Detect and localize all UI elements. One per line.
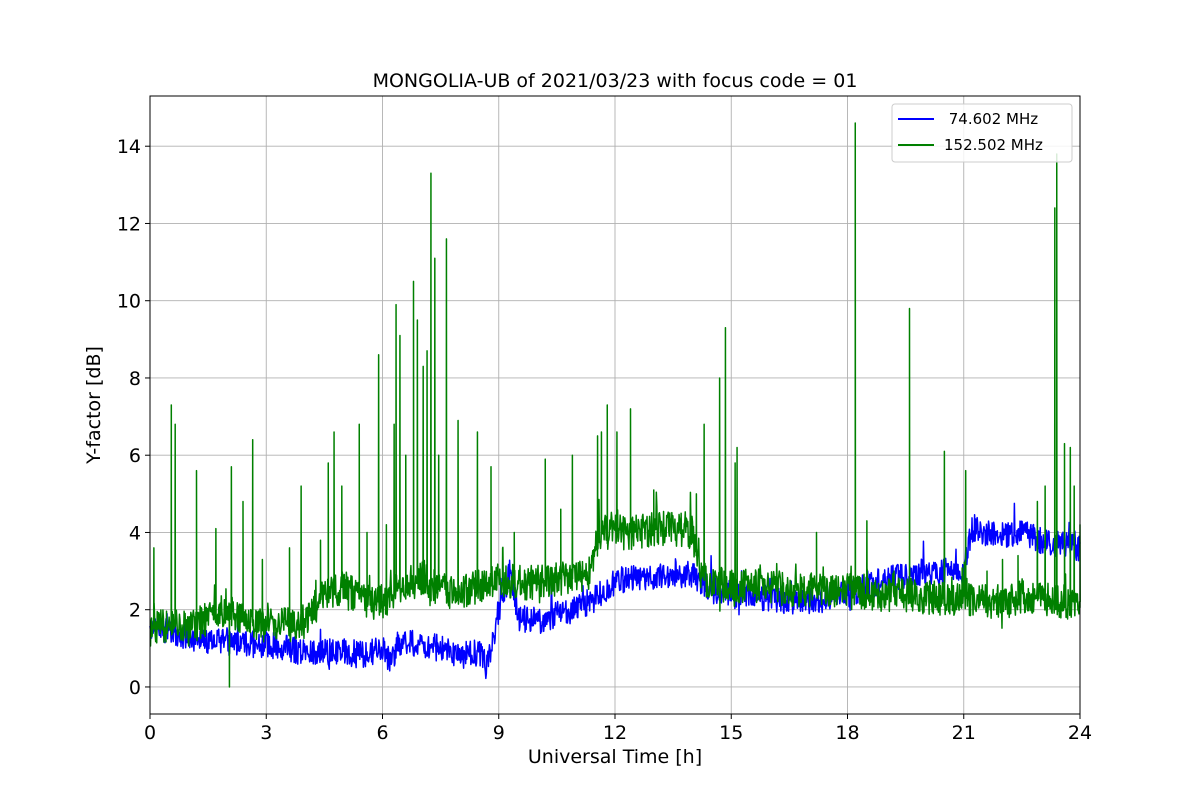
y-tick-label: 8 [129, 368, 141, 390]
y-tick-label: 6 [129, 445, 141, 467]
series-line-74-602 [149, 502, 1081, 680]
y-tick-label: 14 [117, 136, 141, 158]
x-axis-label: Universal Time [h] [528, 746, 702, 768]
series-line-152-502 [149, 122, 1081, 688]
x-tick-label: 24 [1068, 722, 1092, 744]
legend-label-152-502: 152.502 MHz [944, 136, 1043, 154]
legend-box [891, 103, 1073, 163]
y-tick-label: 0 [129, 677, 141, 699]
chart-title: MONGOLIA-UB of 2021/03/23 with focus cod… [373, 70, 858, 92]
x-tick-label: 12 [603, 722, 627, 744]
x-tick-label: 9 [493, 722, 505, 744]
plot-series [149, 122, 1081, 688]
x-tick-label: 3 [260, 722, 272, 744]
y-tick-label: 12 [117, 213, 141, 235]
y-tick-label: 4 [129, 522, 141, 544]
x-tick-label: 21 [952, 722, 976, 744]
x-tick-label: 6 [376, 722, 388, 744]
x-tick-label: 0 [144, 722, 156, 744]
x-axis-ticks: 0 3 6 9 12 15 18 21 24 [144, 714, 1092, 744]
y-axis-ticks: 0 2 4 6 8 10 12 14 [117, 136, 150, 699]
x-tick-label: 18 [835, 722, 859, 744]
grid-lines [149, 96, 1081, 714]
legend-label-74-602: 74.602 MHz [944, 110, 1038, 128]
y-tick-label: 10 [117, 291, 141, 313]
y-axis-label: Y-factor [dB] [83, 346, 105, 465]
y-tick-label: 2 [129, 600, 141, 622]
x-tick-label: 15 [719, 722, 743, 744]
legend: 74.602 MHz 152.502 MHz [891, 103, 1073, 163]
